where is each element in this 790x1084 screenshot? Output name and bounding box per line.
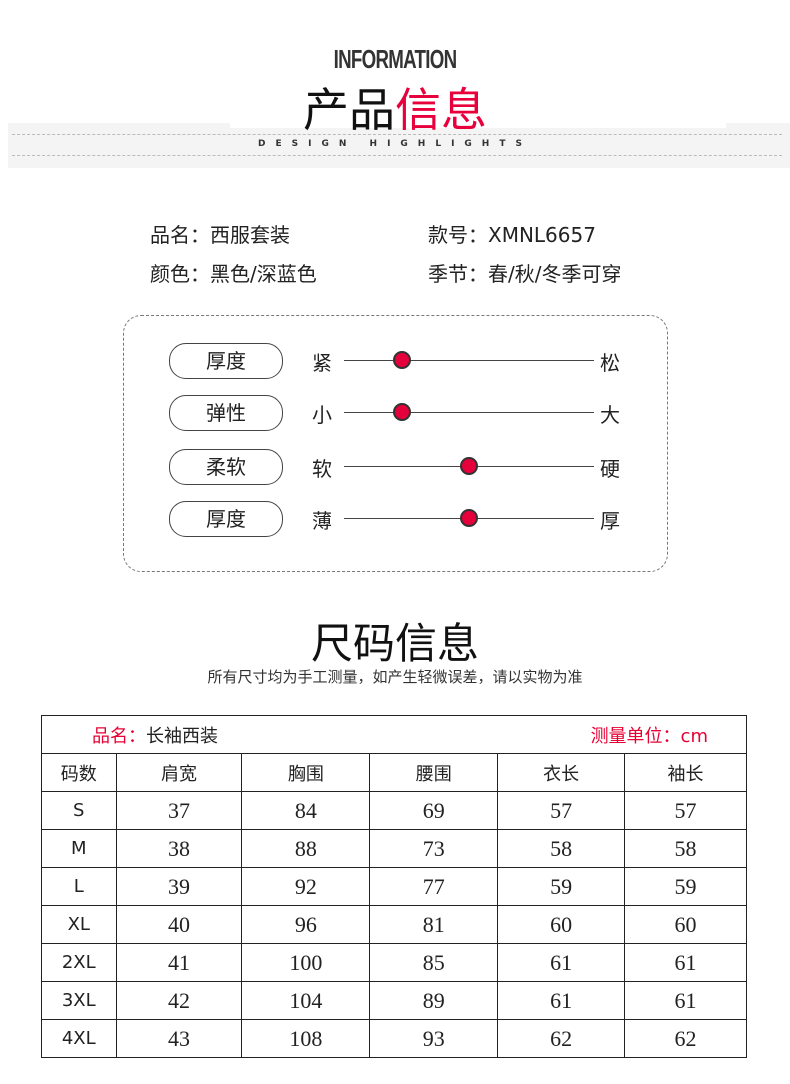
size-cell: 4XL [41,1019,117,1058]
size-cell: 3XL [41,981,117,1020]
measure-cell: 61 [497,943,626,982]
measure-cell: 96 [241,905,371,944]
measure-cell: 100 [241,943,371,982]
table-header-row: 码数 肩宽 胸围 腰围 衣长 袖长 [41,753,747,792]
measure-cell: 92 [241,867,371,906]
measure-cell: 61 [624,981,747,1020]
measure-cell: 40 [115,905,243,944]
attribute-scale [344,412,594,413]
measure-cell: 104 [241,981,371,1020]
product-season: 季节：春/秋/冬季可穿 [428,262,622,286]
measure-cell: 73 [369,829,499,868]
size-cell: S [41,791,117,830]
size-note: 所有尺寸均为手工测量，如产生轻微误差，请以实物为准 [207,668,583,686]
attribute-min-label: 小 [312,403,332,427]
attribute-min-label: 紧 [312,351,332,375]
measure-cell: 60 [497,905,626,944]
table-caption-row: 品名：长袖西装 测量单位：cm [40,715,747,754]
attribute-label: 厚度 [169,501,283,537]
attribute-level-dot [392,351,411,369]
attribute-level-dot [392,403,411,421]
measure-cell: 37 [115,791,243,830]
header-band-notch [230,118,726,128]
attributes-box: 厚度紧松弹性小大柔软软硬厚度薄厚 [123,315,668,572]
attribute-level-dot [460,457,478,475]
size-cell: XL [41,905,117,944]
size-title: 尺码信息 [310,619,479,668]
measure-cell: 69 [369,791,499,830]
table-row: S 37 84 69 57 57 [41,791,747,830]
attribute-max-label: 松 [600,351,620,375]
table-row: 3XL 42 104 89 61 61 [41,981,747,1020]
product-cell: 品名：长袖西装 [40,715,370,754]
attribute-label: 厚度 [169,343,283,379]
measure-cell: 81 [369,905,499,944]
product-label: 品名： [92,725,146,747]
measure-cell: 84 [241,791,371,830]
size-cell: 2XL [41,943,117,982]
measure-cell: 41 [115,943,243,982]
table-row: 2XL 41 100 85 61 61 [41,943,747,982]
attribute-label: 柔软 [169,449,283,485]
measure-cell: 58 [497,829,626,868]
header-band [8,123,790,168]
subtitle: DESIGN HIGHLIGHTS [258,139,532,149]
page-title: 产品信息 [0,74,790,140]
measure-cell: 57 [497,791,626,830]
measure-cell: 57 [624,791,747,830]
measure-cell: 38 [115,829,243,868]
measure-cell: 62 [497,1019,626,1058]
measure-cell: 62 [624,1019,747,1058]
column-header: 肩宽 [115,753,243,792]
measure-cell: 93 [369,1019,499,1058]
measure-cell: 58 [624,829,747,868]
attribute-max-label: 大 [600,403,620,427]
divider [12,134,782,135]
attribute-min-label: 软 [312,457,332,481]
column-header: 码数 [41,753,117,792]
table-row: L 39 92 77 59 59 [41,867,747,906]
attribute-min-label: 薄 [312,509,332,533]
attribute-max-label: 厚 [600,509,620,533]
size-cell: M [41,829,117,868]
size-cell: L [41,867,117,906]
measure-cell: 39 [115,867,243,906]
measure-cell: 59 [624,867,747,906]
attribute-max-label: 硬 [600,457,620,481]
product-name: 品名：西服套装 [150,223,290,247]
unit-label: 测量单位：cm [369,715,747,754]
column-header: 袖长 [624,753,747,792]
size-table: 品名：长袖西装 测量单位：cm 码数 肩宽 胸围 腰围 衣长 袖长 S 37 84 69 57 57 M… [40,715,747,1058]
table-row: M 38 88 73 58 58 [41,829,747,868]
measure-cell: 60 [624,905,747,944]
column-header: 衣长 [497,753,626,792]
table-row: 4XL 43 108 93 62 62 [41,1019,747,1058]
measure-cell: 108 [241,1019,371,1058]
measure-cell: 61 [497,981,626,1020]
product-color: 颜色：黑色/深蓝色 [150,262,317,286]
divider [12,155,782,156]
title-red: 信息 [395,83,487,137]
measure-cell: 85 [369,943,499,982]
column-header: 胸围 [241,753,371,792]
attribute-label: 弹性 [169,395,283,431]
en-title: INFORMATION [333,44,457,74]
measure-cell: 43 [115,1019,243,1058]
measure-cell: 89 [369,981,499,1020]
measure-cell: 61 [624,943,747,982]
product-name-value: 长袖西装 [146,725,218,747]
table-row: XL 40 96 81 60 60 [41,905,747,944]
product-code: 款号：XMNL6657 [428,223,596,247]
measure-cell: 77 [369,867,499,906]
attribute-level-dot [460,509,478,527]
measure-cell: 59 [497,867,626,906]
column-header: 腰围 [369,753,499,792]
measure-cell: 88 [241,829,371,868]
title-black: 产品 [303,83,395,137]
measure-cell: 42 [115,981,243,1020]
attribute-scale [344,360,594,361]
